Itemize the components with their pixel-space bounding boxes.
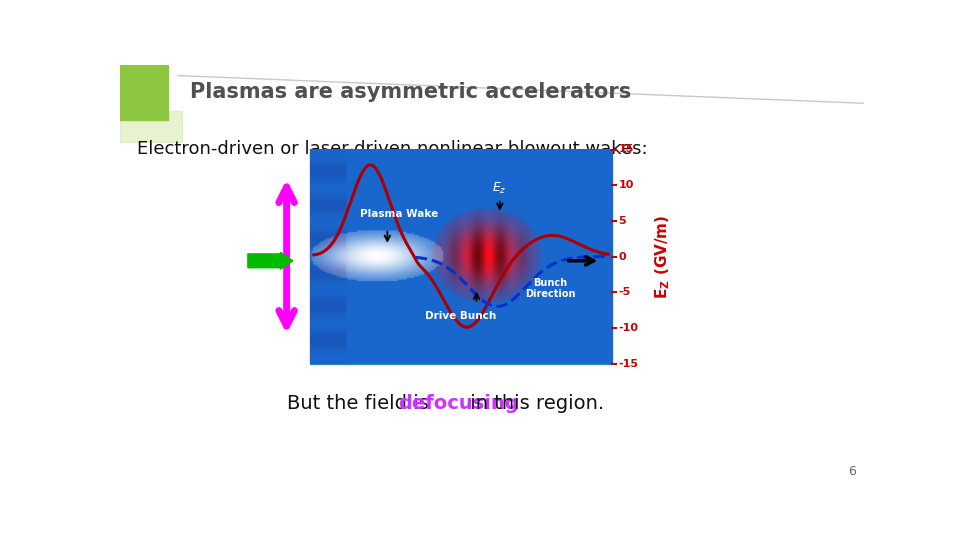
Text: $E_z$: $E_z$: [492, 180, 507, 195]
Text: -5: -5: [618, 287, 631, 297]
Text: 15: 15: [618, 145, 634, 154]
Bar: [310, 150, 612, 363]
Text: 0: 0: [618, 252, 626, 261]
Text: But the field is defocusing in this region.: But the field is defocusing in this regi…: [287, 394, 682, 413]
Text: Bunch
Direction: Bunch Direction: [525, 278, 575, 300]
Text: -10: -10: [618, 323, 638, 333]
Text: 5: 5: [618, 216, 626, 226]
Bar: [120, 65, 168, 120]
Text: 10: 10: [618, 180, 634, 190]
Text: But the field is: But the field is: [287, 394, 435, 413]
Text: defocusing: defocusing: [398, 394, 519, 413]
Text: in this region.: in this region.: [465, 394, 605, 413]
Text: Plasma Wake: Plasma Wake: [360, 209, 439, 219]
FancyArrow shape: [248, 252, 293, 269]
Text: Electron-driven or laser-driven nonlinear blowout wakes:: Electron-driven or laser-driven nonlinea…: [137, 140, 648, 159]
Text: $\mathbf{E_Z}$ (GV/m): $\mathbf{E_Z}$ (GV/m): [653, 214, 672, 299]
Text: 6: 6: [849, 465, 856, 478]
Text: Drive Bunch: Drive Bunch: [425, 312, 496, 321]
Text: -15: -15: [618, 359, 638, 369]
Text: Plasmas are asymmetric accelerators: Plasmas are asymmetric accelerators: [190, 82, 631, 102]
Bar: [120, 111, 182, 142]
